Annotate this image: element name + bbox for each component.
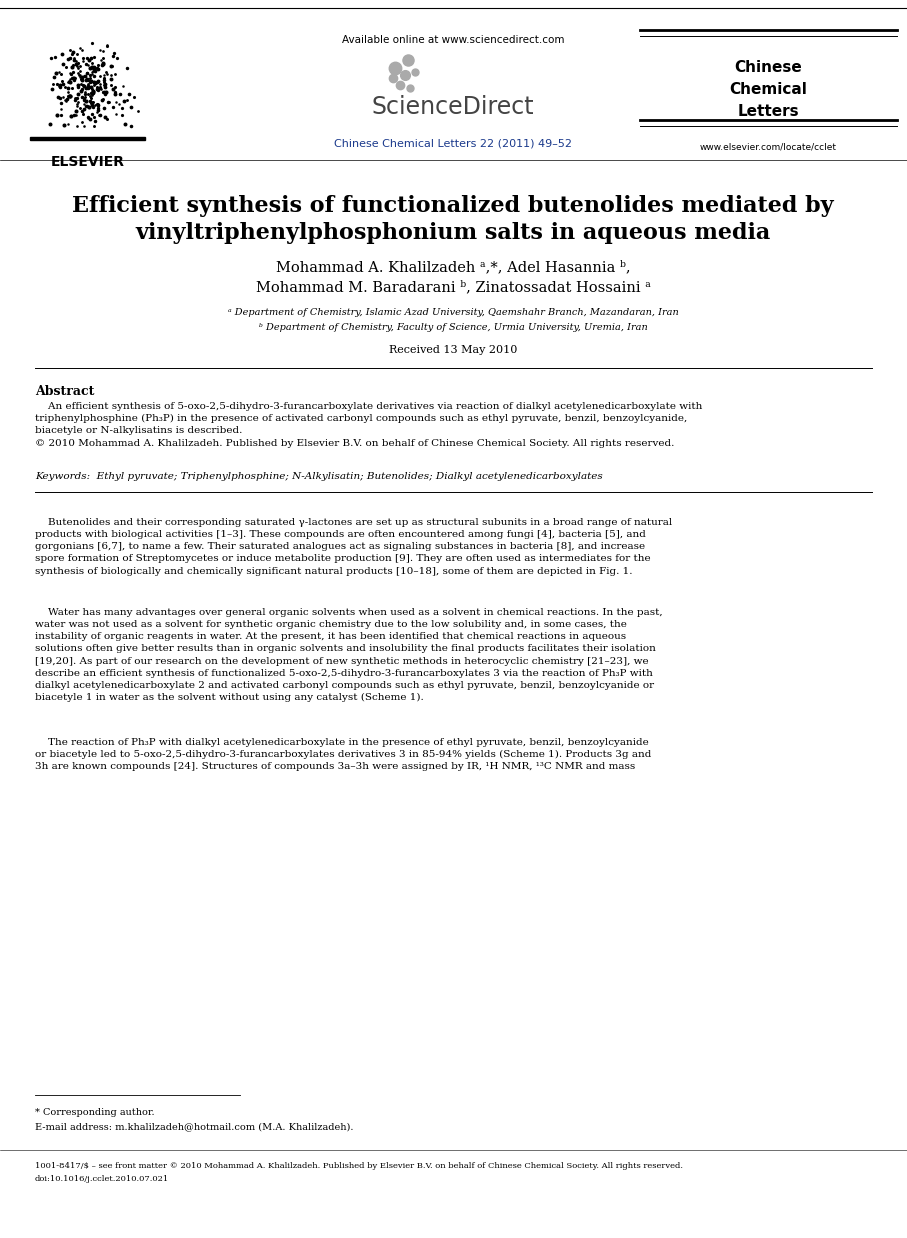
Text: Chinese: Chinese	[735, 59, 803, 76]
Text: Keywords:  Ethyl pyruvate; Triphenylphosphine; N-Alkylisatin; Butenolides; Dialk: Keywords: Ethyl pyruvate; Triphenylphosp…	[35, 472, 603, 482]
Text: Mohammad A. Khalilzadeh ᵃ,*, Adel Hasannia ᵇ,: Mohammad A. Khalilzadeh ᵃ,*, Adel Hasann…	[276, 260, 630, 274]
Text: ᵃ Department of Chemistry, Islamic Azad University, Qaemshahr Branch, Mazandaran: ᵃ Department of Chemistry, Islamic Azad …	[228, 308, 678, 317]
Text: ELSEVIER: ELSEVIER	[51, 155, 125, 170]
Text: vinyltriphenylphosphonium salts in aqueous media: vinyltriphenylphosphonium salts in aqueo…	[135, 222, 771, 244]
Text: E-mail address: m.khalilzadeh@hotmail.com (M.A. Khalilzadeh).: E-mail address: m.khalilzadeh@hotmail.co…	[35, 1122, 354, 1132]
Text: www.elsevier.com/locate/cclet: www.elsevier.com/locate/cclet	[700, 142, 837, 151]
Text: doi:10.1016/j.cclet.2010.07.021: doi:10.1016/j.cclet.2010.07.021	[35, 1175, 170, 1184]
Text: ScienceDirect: ScienceDirect	[372, 95, 534, 119]
Text: The reaction of Ph₃P with dialkyl acetylenedicarboxylate in the presence of ethy: The reaction of Ph₃P with dialkyl acetyl…	[35, 738, 651, 771]
Text: Chinese Chemical Letters 22 (2011) 49–52: Chinese Chemical Letters 22 (2011) 49–52	[334, 137, 572, 149]
Text: 1001-8417/$ – see front matter © 2010 Mohammad A. Khalilzadeh. Published by Else: 1001-8417/$ – see front matter © 2010 Mo…	[35, 1162, 683, 1170]
Text: Chemical: Chemical	[729, 82, 807, 97]
Text: Water has many advantages over general organic solvents when used as a solvent i: Water has many advantages over general o…	[35, 608, 663, 702]
Text: An efficient synthesis of 5-oxo-2,5-dihydro-3-furancarboxylate derivatives via r: An efficient synthesis of 5-oxo-2,5-dihy…	[35, 402, 702, 448]
Text: Received 13 May 2010: Received 13 May 2010	[389, 345, 517, 355]
Bar	[30, 137, 145, 140]
Text: Abstract: Abstract	[35, 385, 94, 397]
Text: Butenolides and their corresponding saturated γ-lactones are set up as structura: Butenolides and their corresponding satu…	[35, 517, 672, 576]
Text: Efficient synthesis of functionalized butenolides mediated by: Efficient synthesis of functionalized bu…	[73, 196, 834, 217]
Text: ᵇ Department of Chemistry, Faculty of Science, Urmia University, Uremia, Iran: ᵇ Department of Chemistry, Faculty of Sc…	[258, 323, 648, 332]
Text: * Corresponding author.: * Corresponding author.	[35, 1108, 154, 1117]
Text: Mohammad M. Baradarani ᵇ, Zinatossadat Hossaini ᵃ: Mohammad M. Baradarani ᵇ, Zinatossadat H…	[256, 280, 650, 293]
Text: Available online at www.sciencedirect.com: Available online at www.sciencedirect.co…	[342, 35, 564, 45]
Text: Letters: Letters	[737, 104, 799, 119]
